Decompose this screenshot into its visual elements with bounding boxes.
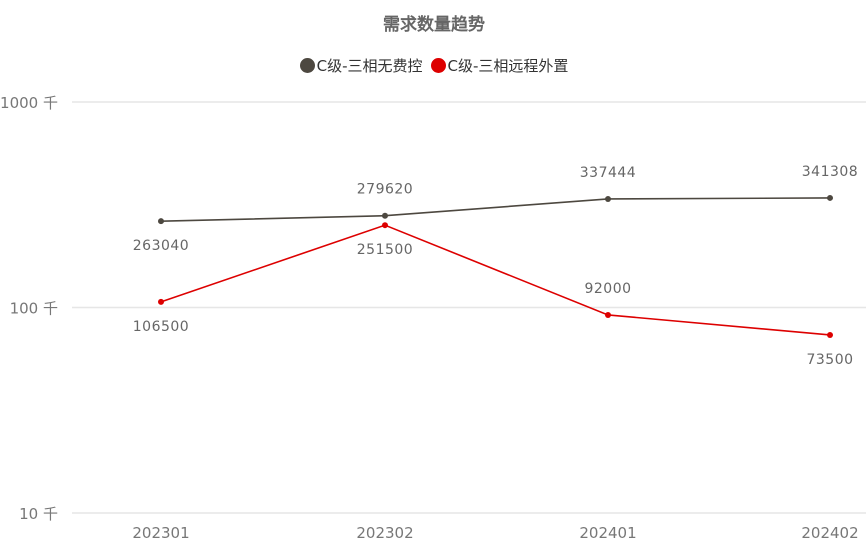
data-label: 92000 [584,281,631,297]
data-point [158,218,164,225]
legend-item-1[interactable]: C级-三相远程外置 [430,55,569,76]
data-point [827,194,833,201]
data-label: 263040 [133,238,189,254]
data-label: 251500 [357,242,413,258]
y-tick-label: 10 千 [19,505,58,523]
data-label: 279620 [357,182,413,198]
x-tick-label: 202402 [801,524,858,542]
x-tick-label: 202401 [579,524,636,542]
legend-item-0[interactable]: C级-三相无费控 [299,55,423,76]
data-point [827,331,833,338]
chart-title: 需求数量趋势 [383,15,485,35]
data-point [382,212,388,219]
legend-label: C级-三相无费控 [316,57,423,75]
legend-marker [430,58,446,73]
series-line [160,197,831,222]
x-tick-label: 202302 [356,524,413,542]
x-tick-label: 202301 [132,524,189,542]
series-line [160,224,831,336]
y-tick-label: 1000 千 [0,94,58,112]
data-label: 341308 [802,164,858,180]
data-point [382,222,388,229]
data-label: 73500 [806,352,853,368]
legend-marker [299,58,315,73]
data-label: 337444 [580,165,636,181]
y-tick-label: 100 千 [10,300,58,318]
data-label: 106500 [133,319,189,335]
legend-label: C级-三相远程外置 [447,57,569,75]
data-point [605,195,611,202]
data-point [158,298,164,305]
data-point [605,311,611,318]
legend: C级-三相无费控 C级-三相远程外置 [0,55,868,76]
